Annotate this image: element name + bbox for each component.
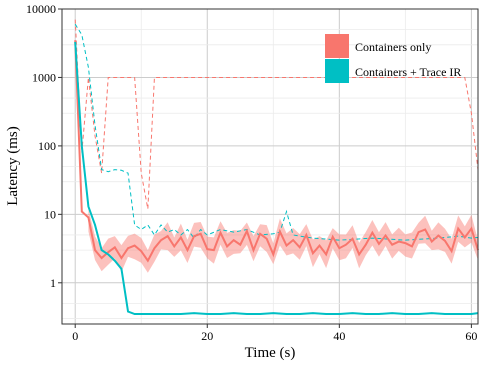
gridlines (62, 8, 478, 324)
x-axis-label: Time (s) (245, 345, 296, 361)
y-tick-label: 1 (50, 276, 56, 290)
legend: Containers only Containers + Trace IR (325, 34, 461, 83)
y-tick-label: 100 (38, 139, 56, 153)
x-tick-label: 20 (201, 329, 213, 343)
max-line-containers-only (74, 19, 479, 210)
mean-line-containers-only (74, 40, 479, 263)
y-axis-label: Latency (ms) (5, 126, 21, 206)
y-tick-label: 10000 (26, 2, 56, 16)
series-lines (74, 19, 479, 315)
legend-swatch-containers-trace-ir (325, 59, 349, 83)
x-tick-label: 60 (465, 329, 477, 343)
band-containers-only (88, 209, 478, 273)
y-axis-ticks: 1 10 100 1000 10000 (26, 2, 62, 290)
y-tick-label: 10 (44, 207, 56, 221)
legend-label-containers-trace-ir: Containers + Trace IR (355, 65, 461, 79)
mean-line-containers-trace-ir (74, 41, 479, 315)
x-tick-label: 0 (72, 329, 78, 343)
y-tick-label: 1000 (32, 70, 56, 84)
legend-label-containers-only: Containers only (355, 40, 431, 54)
x-axis-ticks: 0 20 40 60 (72, 324, 477, 343)
max-line-containers-trace-ir (74, 23, 479, 241)
x-tick-label: 40 (333, 329, 345, 343)
plot-frame (61, 8, 479, 325)
variance-band (88, 209, 478, 273)
legend-swatch-containers-only (325, 34, 349, 58)
